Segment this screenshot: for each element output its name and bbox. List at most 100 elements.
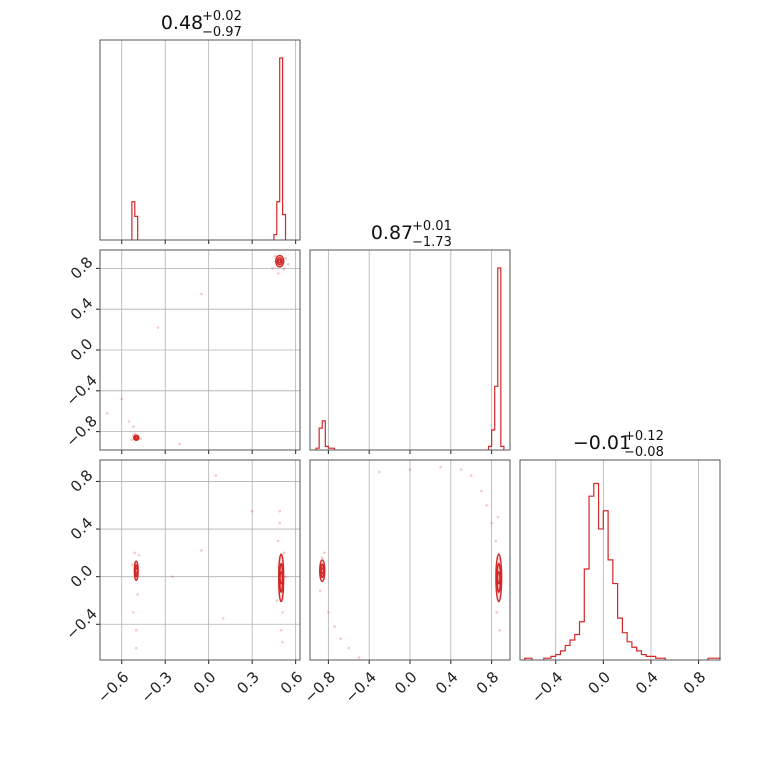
scatter-point <box>156 326 160 329</box>
scatter-point <box>496 515 500 519</box>
histogram-panel-2: 0.87+0.01−1.73 <box>309 219 511 454</box>
scatter-point <box>105 411 109 415</box>
y-tick-label: 0.0 <box>67 562 97 592</box>
scatter-point <box>287 262 290 266</box>
x-tick-label: 0.4 <box>432 668 462 698</box>
panel-frame <box>309 459 511 661</box>
density-contour <box>279 571 284 585</box>
scatter-point <box>498 628 502 632</box>
histogram-panel-1: 0.48+0.02−0.97 <box>99 9 301 244</box>
density-contour <box>496 571 501 585</box>
panel-frame <box>99 249 301 451</box>
title-plus-3: +0.12 <box>624 429 664 444</box>
scatter-point <box>275 599 279 602</box>
density-contour <box>277 259 282 264</box>
panels: 0.48+0.02−0.970.87+0.01−1.73−0.4 0.0 0.4 0.… <box>62 9 721 707</box>
scatter-point <box>278 509 282 513</box>
scatter-point <box>279 628 283 632</box>
y-tick-label: −0.8 <box>62 412 100 450</box>
x-tick-label: −0.4 <box>341 668 379 706</box>
x-tick-label: −0.8 <box>301 668 339 706</box>
title-minus-1: −0.97 <box>202 25 242 40</box>
scatter-point <box>281 640 284 644</box>
scatter-point <box>274 254 277 258</box>
x-tick-label: −0.3 <box>137 668 175 706</box>
x-tick-label: 0.4 <box>632 668 662 698</box>
scatter-point <box>320 556 324 559</box>
scatter-point <box>357 656 361 659</box>
scatter-point <box>490 521 493 525</box>
scatter-point <box>200 549 203 552</box>
scatter-point <box>281 611 284 614</box>
density-contour <box>276 257 283 266</box>
scatter-point <box>485 503 488 507</box>
scatter-point <box>178 442 182 446</box>
scatter-point <box>318 589 322 593</box>
scatter-point <box>200 292 203 296</box>
histogram-step-1 <box>131 57 287 240</box>
scatter-point <box>495 611 499 614</box>
scatter-point <box>322 551 326 555</box>
panel-frame <box>99 39 301 241</box>
y-tick-label: 0.8 <box>67 466 97 496</box>
scatter-point <box>171 575 174 578</box>
scatter-point <box>339 637 342 640</box>
scatter-point <box>333 625 336 628</box>
pair-panel-1: −0.8−0.4 0.0 0.4 0.8 <box>62 249 301 454</box>
scatter-point <box>284 256 287 260</box>
scatter-point <box>469 474 473 477</box>
x-tick-label: 0.8 <box>473 668 503 698</box>
panel-frame <box>309 249 511 451</box>
scatter-point <box>132 611 135 614</box>
scatter-point <box>282 551 286 555</box>
scatter-point <box>439 465 442 469</box>
x-tick-label: 0.0 <box>391 668 421 698</box>
x-tick-label: 0.0 <box>190 668 220 698</box>
title-value-2: 0.87 <box>371 222 413 244</box>
scatter-point <box>127 420 131 423</box>
x-tick-label: 0.0 <box>584 668 614 698</box>
scatter-point <box>139 437 142 441</box>
scatter-point <box>378 470 381 474</box>
scatter-point <box>132 425 135 428</box>
pair-panel-3: −0.8 −0.4 0.0 0.4 0.8 <box>301 459 511 707</box>
y-tick-label: −0.4 <box>62 371 100 409</box>
scatter-point <box>284 575 287 578</box>
y-tick-label: 0.0 <box>67 335 97 365</box>
title-plus-2: +0.01 <box>412 219 452 234</box>
scatter-point <box>134 628 138 632</box>
scatter-point <box>136 593 139 596</box>
scatter-point <box>347 646 351 650</box>
title-value-3: −0.01 <box>573 432 631 454</box>
scatter-point <box>278 521 282 525</box>
scatter-point <box>133 551 137 555</box>
scatter-point <box>130 438 134 442</box>
histogram-panel-3: −0.4 0.0 0.4 0.8 −0.01+0.12−0.08 <box>519 429 721 707</box>
scatter-point <box>276 272 280 275</box>
scatter-point <box>130 563 134 567</box>
x-tick-label: −0.6 <box>94 668 132 706</box>
scatter-point <box>408 468 412 471</box>
scatter-point <box>137 553 141 557</box>
title-plus-1: +0.02 <box>202 9 242 24</box>
density-contour <box>320 567 325 575</box>
x-tick-label: −0.4 <box>528 668 566 706</box>
scatter-point <box>221 617 225 620</box>
title-minus-2: −1.73 <box>412 235 452 250</box>
x-tick-label: 0.8 <box>680 668 710 698</box>
y-tick-label: 0.4 <box>67 294 97 324</box>
histogram-step-2 <box>315 267 505 450</box>
scatter-point <box>327 611 330 614</box>
x-tick-label: 0.3 <box>233 668 263 698</box>
y-tick-label: 0.4 <box>67 514 97 544</box>
scatter-point <box>276 539 280 543</box>
histogram-step-3 <box>524 482 721 660</box>
scatter-point <box>271 267 274 270</box>
y-tick-label: −0.4 <box>62 605 100 643</box>
scatter-point <box>133 432 137 435</box>
scatter-point <box>214 474 218 477</box>
scatter-point <box>494 539 498 543</box>
scatter-point <box>134 646 138 650</box>
title-value-1: 0.48 <box>161 12 203 34</box>
